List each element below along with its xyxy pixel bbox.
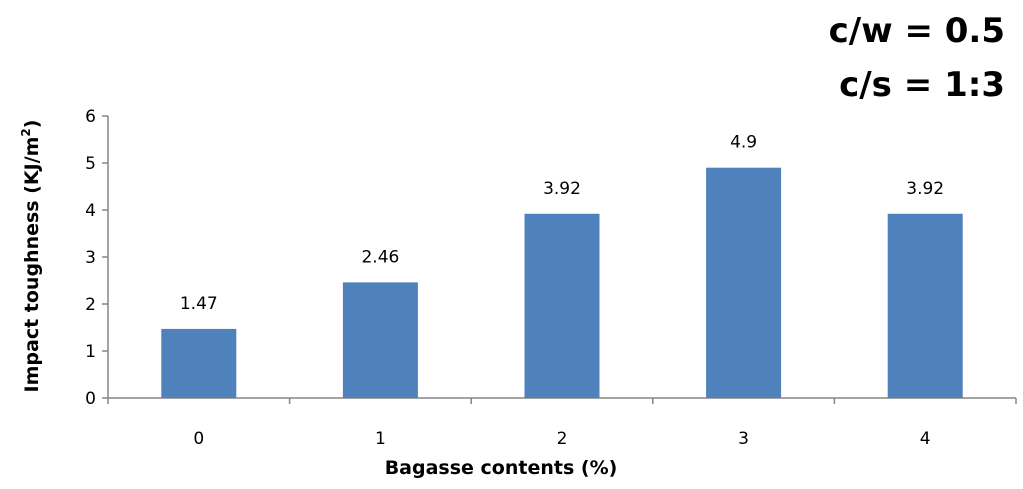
y-axis-title: Impact toughness (KJ/m2): [19, 120, 43, 393]
data-label: 1.47: [180, 294, 218, 314]
bars: [161, 167, 963, 398]
y-tick-label: 3: [85, 248, 96, 268]
bar: [524, 213, 600, 398]
x-tick-label: 2: [557, 429, 568, 449]
y-tick-label: 1: [85, 342, 96, 362]
bar: [706, 167, 782, 398]
data-label: 3.92: [906, 179, 944, 199]
data-label: 3.92: [543, 179, 581, 199]
y-tick-label: 4: [85, 201, 96, 221]
y-tick-label: 0: [85, 389, 96, 409]
x-axis: 0 1 2 3 4: [107, 397, 1017, 449]
y-axis-title-main: Impact toughness (KJ/m: [21, 137, 43, 393]
y-axis-title-suffix: ): [21, 120, 43, 129]
annotation-cw-ratio: c/w = 0.5: [828, 11, 1005, 51]
x-axis-title: Bagasse contents (%): [385, 457, 618, 479]
y-axis-title-superscript: 2: [19, 128, 33, 136]
x-tick-label: 4: [920, 429, 931, 449]
data-labels: 1.47 2.46 3.92 4.9 3.92: [180, 133, 944, 314]
x-tick-label: 0: [193, 429, 204, 449]
x-tick-label: 1: [375, 429, 386, 449]
y-tick-label: 5: [85, 154, 96, 174]
y-axis: 0 1 2 3 4 5 6: [85, 107, 109, 409]
x-tick-label: 3: [738, 429, 749, 449]
bar: [161, 328, 237, 398]
y-tick-label: 2: [85, 295, 96, 315]
bar: [342, 282, 418, 398]
y-tick-label: 6: [85, 107, 96, 127]
data-label: 2.46: [361, 247, 399, 267]
annotation-cs-ratio: c/s = 1:3: [839, 65, 1005, 105]
bar: [887, 213, 963, 398]
data-label: 4.9: [730, 133, 757, 153]
